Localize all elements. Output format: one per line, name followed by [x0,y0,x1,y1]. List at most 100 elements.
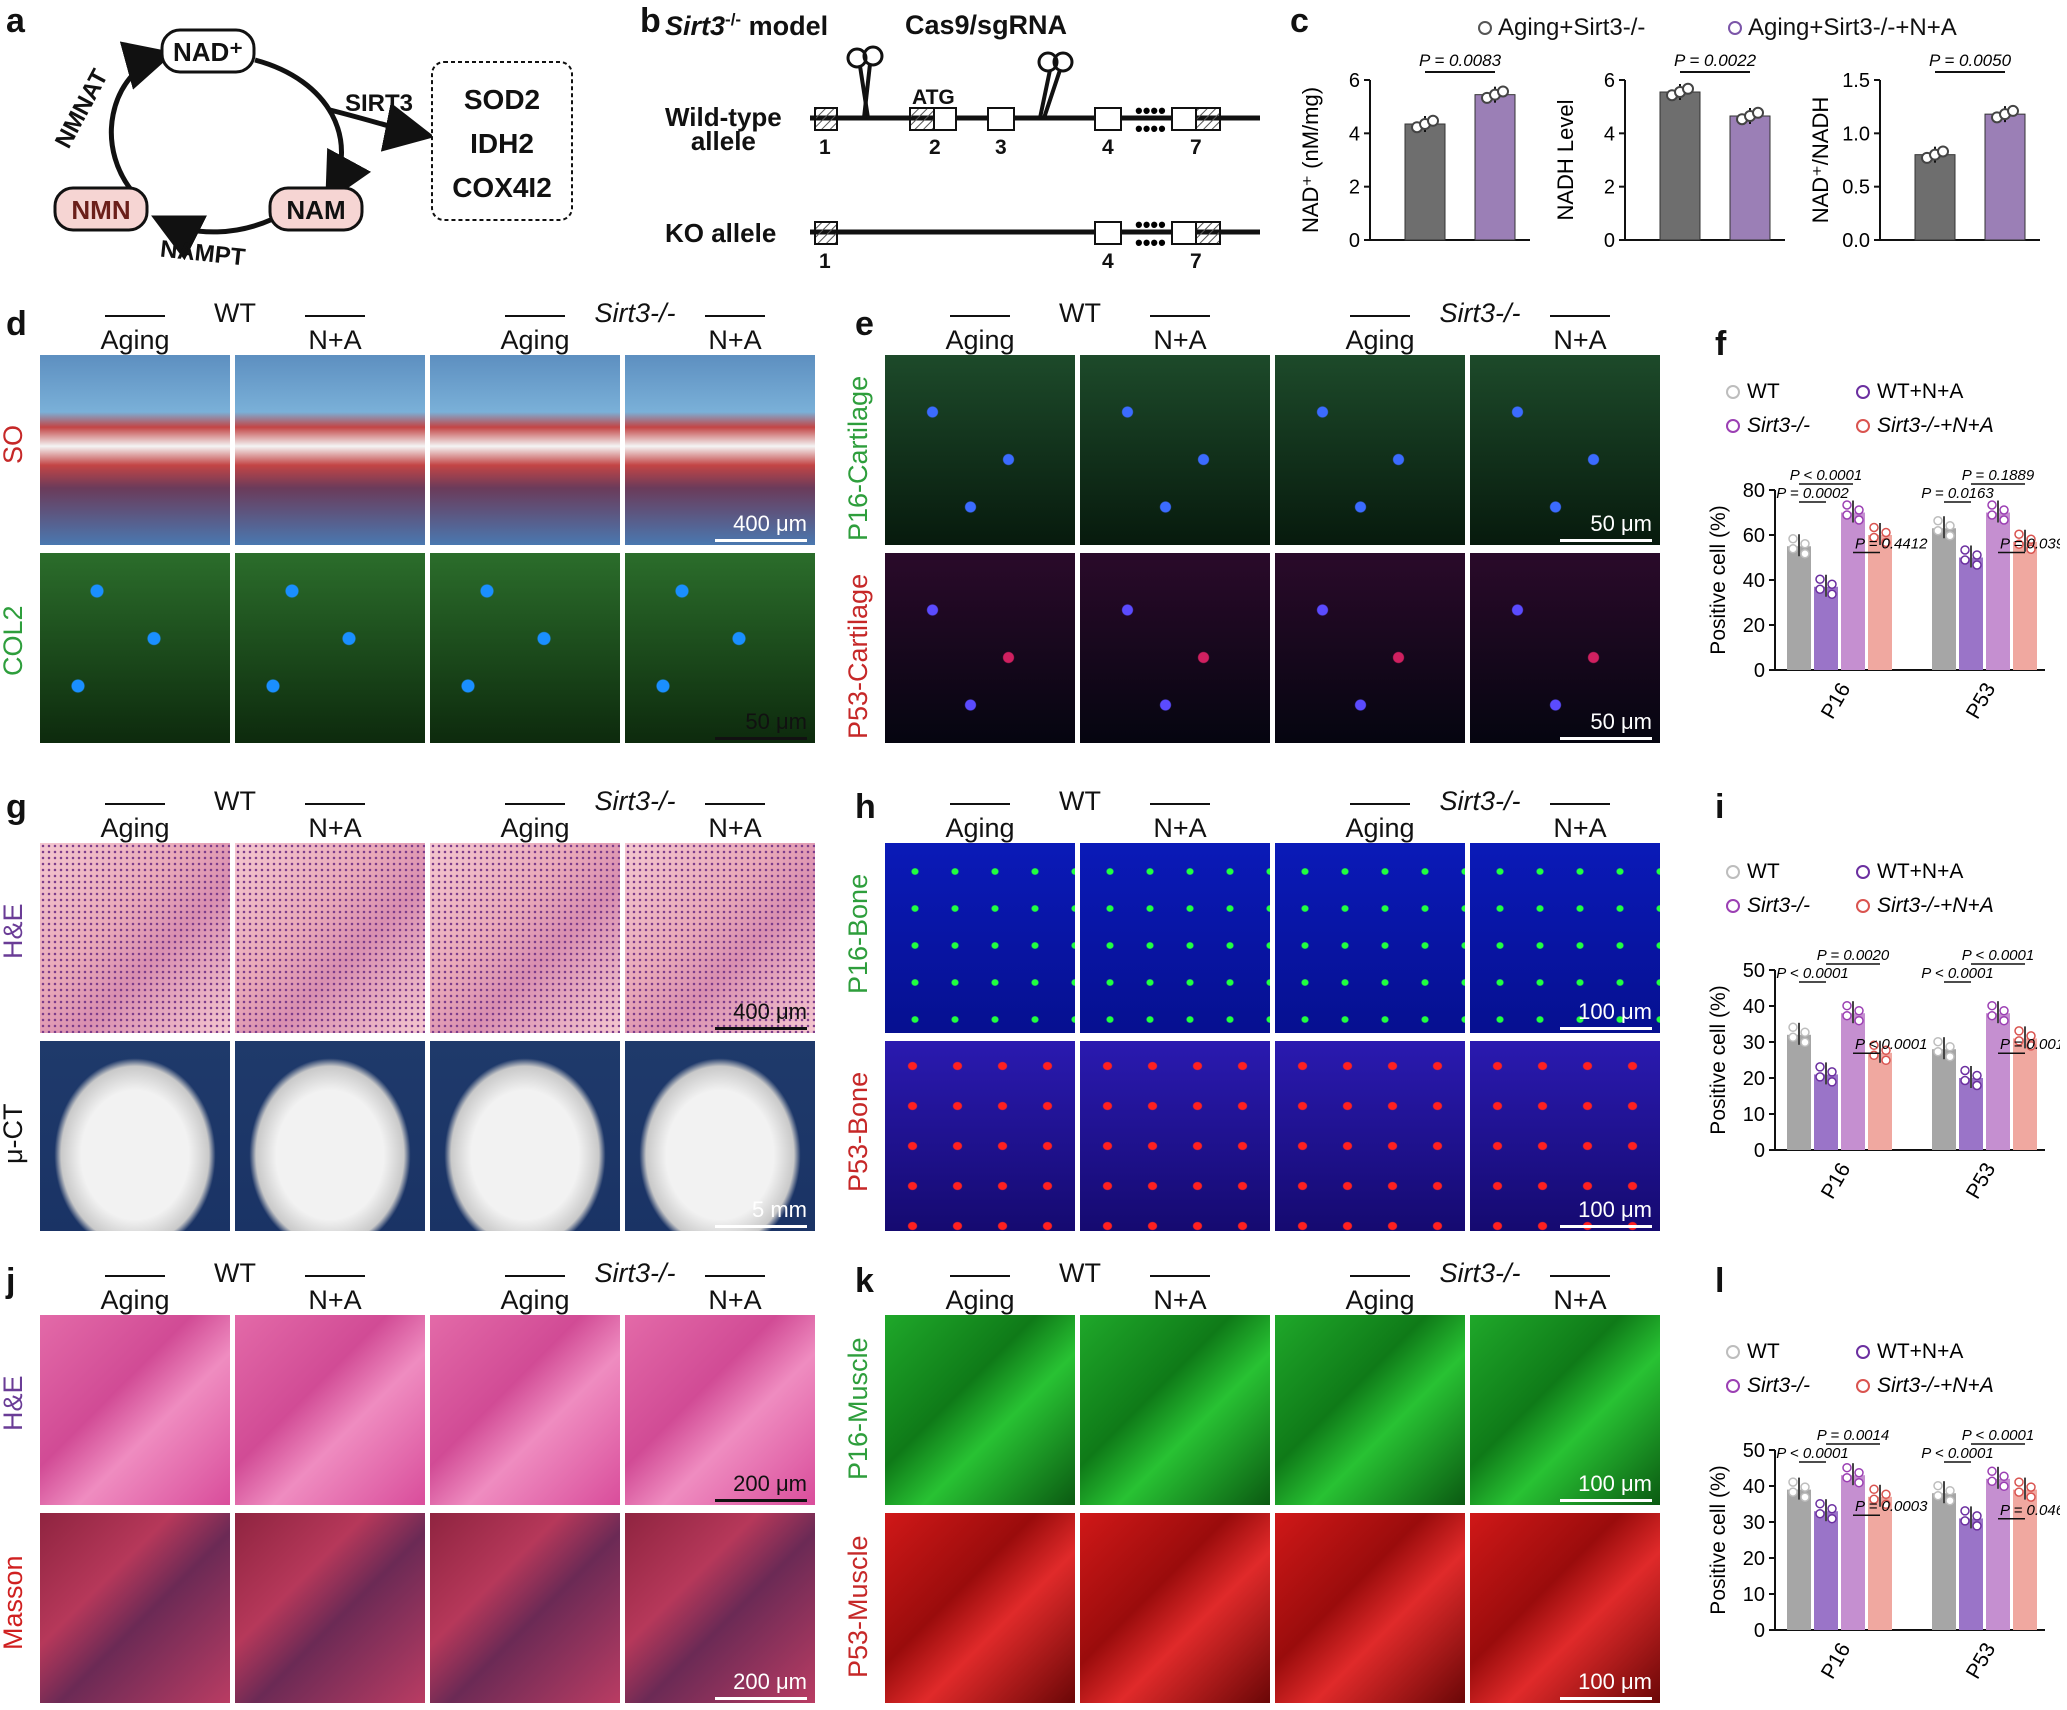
e-col-header: Aging [945,325,1015,355]
h-image-r0-c3 [1470,843,1660,1033]
legend-label: Sirt3-/-+N+A [1877,894,1994,917]
legend-label: WT [1747,860,1780,883]
data-point [1933,1480,1943,1491]
b-title-gene: Sirt3 [665,11,726,41]
data-point [1842,510,1852,520]
e-group-ko-line-right [1550,315,1610,317]
bar [1868,1052,1892,1150]
data-point [1854,505,1864,515]
legend-marker [1856,865,1870,879]
panel-letter-l: l [1715,1262,1725,1300]
g-image-r0-c1 [235,843,425,1033]
d-image-r0-c3 [625,355,815,545]
p-value: P < 0.0001 [1962,947,2034,964]
wt-exon-num-2: 2 [929,136,941,159]
bar [1841,512,1865,670]
data-point [1933,1490,1943,1501]
j-image-r0-c0 [40,1315,230,1505]
data-point [1800,549,1810,559]
d-group-wt-line-right [305,315,365,317]
g-col-header: Aging [500,813,570,843]
legend-label: Sirt3-/- [1747,1374,1810,1397]
g-image-r0-c0 [40,843,230,1033]
ko-exon-num-7: 7 [1190,250,1202,273]
h-group-wt-line-left [950,803,1010,805]
wt-exon-2a [909,107,935,131]
wt-exon-num-1: 1 [819,136,831,159]
k-group-wt: WT [1059,1258,1101,1288]
y-tick-label: 20 [1743,615,1765,637]
data-point [1869,1494,1879,1505]
nam-label: NAM [286,195,346,225]
h-group-wt: WT [1059,786,1101,816]
g-scale-bar-1: 5 mm [715,1197,807,1228]
data-point [1999,1481,2009,1492]
data-point [1945,531,1955,541]
nmn-label: NMN [71,195,131,225]
h-group-wt-line-right [1150,803,1210,805]
y-tick-label: 10 [1743,1104,1765,1126]
e-group-ko-label: Sirt3-/- [1439,298,1521,328]
d-row-label-0: SO [0,424,28,464]
k-group-wt-line-right [1150,1275,1210,1277]
cycle-arrow-nmnat [108,41,175,202]
bar [2013,541,2037,670]
legend-marker [1856,899,1870,913]
panel-letter-b: b [640,2,661,40]
p-value: P < 0.0001 [1921,965,1993,982]
data-point [1788,1477,1798,1487]
c-bar [1404,123,1446,241]
bar [1787,546,1811,670]
legend-label: WT+N+A [1877,860,1963,883]
x-tick-label: P16 [1817,1639,1856,1683]
svg-text:••••: •••• [1135,212,1166,237]
c-bar [1914,154,1956,241]
h-group-ko-label: Sirt3-/- [1439,786,1521,816]
bar [1814,1074,1838,1150]
e-image-r1-c1 [1080,553,1270,743]
data-point [1945,1495,1955,1506]
c-y-tick-label: 1.5 [1842,70,1870,92]
wt-exon-num-3: 3 [995,136,1007,159]
j-image-r0-c1 [235,1315,425,1505]
c-bar [1984,113,2026,241]
c-y-tick-label: 4 [1604,123,1615,145]
c-y-tick-label: 0 [1604,230,1615,252]
g-group-wt-line-left [105,803,165,805]
j-group-wt-line-left [105,1275,165,1277]
e-col-header: N+A [1153,325,1207,355]
legend-marker [1726,1379,1740,1393]
data-point [1800,539,1810,549]
h-image-r0-c0 [885,843,1075,1033]
panel-letter-g: g [6,788,27,826]
wt-allele-line2: allele [690,126,756,156]
g-col-header: Aging [100,813,170,843]
k-col-header: N+A [1553,1285,1607,1315]
g-image-r0-c2 [430,843,620,1033]
data-point [1881,537,1891,548]
ko-allele-label: KO allele [665,218,777,248]
data-point [2026,1041,2036,1051]
wt-exon-7b [1195,107,1221,131]
data-point [1945,1051,1955,1062]
g-image-r0-c3 [625,843,815,1033]
legend-label: WT [1747,380,1780,403]
k-row-label-1: P53-Muscle [843,1535,873,1678]
c-y-tick-label: 0 [1349,230,1360,252]
data-point [1933,526,1943,536]
data-point [2014,1036,2024,1046]
nam-node [268,186,364,232]
c-legend-aging: Aging+Sirt3-/- [1478,14,1645,42]
k-image-r0-c1 [1080,1315,1270,1505]
h-group-ko-line-left [1350,803,1410,805]
h-col-header: Aging [945,813,1015,843]
h-col-header: Aging [1345,813,1415,843]
h-scale-text-1: 100 μm [1578,1197,1652,1222]
data-point [1815,1498,1825,1509]
data-point [1933,516,1943,526]
b-title-rest: model [741,11,829,41]
legend-marker [1856,1379,1870,1393]
x-tick-label: P53 [1962,679,2001,723]
wt-exon-3 [987,107,1015,131]
wt-exon-4 [1094,107,1122,131]
